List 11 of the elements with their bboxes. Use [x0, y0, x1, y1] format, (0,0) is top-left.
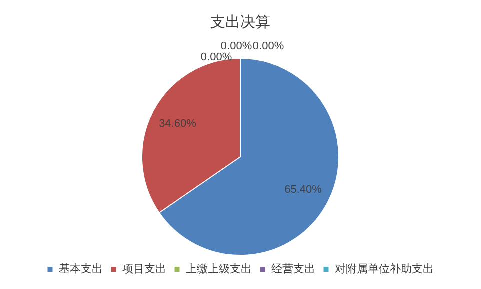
legend-label: 上缴上级支出 [186, 262, 252, 276]
chart-title: 支出决算 [210, 14, 270, 32]
legend-label: 对附属单位补助支出 [334, 262, 434, 276]
text: 0.00% [200, 52, 232, 64]
data-label: 34.60% [159, 118, 197, 130]
legend-label: 基本支出 [58, 262, 103, 276]
legend-label: 经营支出 [271, 262, 316, 276]
legend-label: 项目支出 [122, 262, 166, 276]
data-label: 65.40% [284, 184, 322, 196]
text: 0.00% [252, 40, 284, 53]
text: 0.00% [220, 40, 252, 53]
